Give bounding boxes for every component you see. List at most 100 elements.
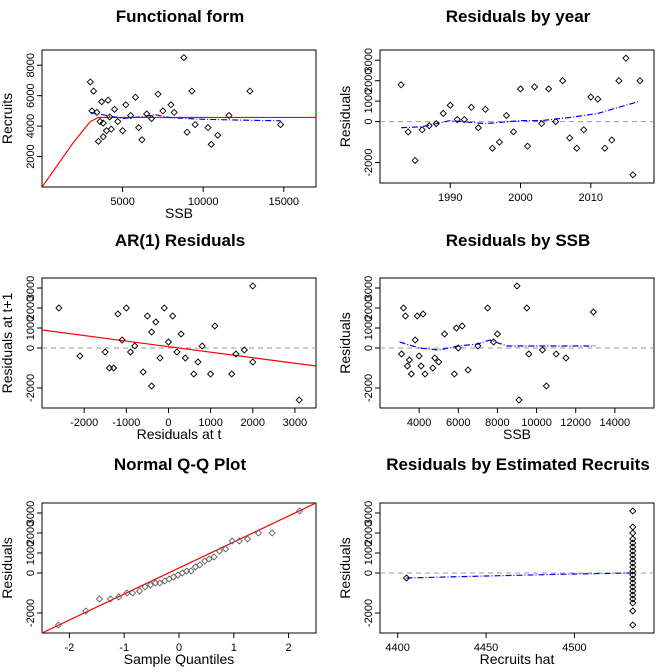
x-tick-label: 2010 — [579, 192, 603, 204]
data-point — [629, 563, 637, 571]
data-point — [138, 136, 146, 144]
y-tick-label: 2000 — [363, 296, 375, 320]
data-point — [450, 370, 459, 378]
data-point — [141, 583, 149, 591]
data-point — [147, 328, 156, 336]
data-point — [440, 330, 449, 338]
data-point — [484, 304, 492, 312]
x-axis-label: Recruits hat — [480, 651, 555, 667]
plot-frame — [379, 277, 655, 409]
plot-area — [380, 54, 654, 179]
y-tick-label: 2000 — [25, 296, 37, 320]
data-point — [114, 117, 122, 126]
data-point — [190, 370, 198, 378]
data-point — [629, 171, 637, 179]
chart-title: Residuals by SSB — [446, 231, 591, 250]
data-point — [221, 545, 230, 553]
y-tick-label: -2000 — [363, 599, 375, 627]
data-point — [164, 338, 173, 346]
data-point — [131, 93, 140, 101]
data-point — [403, 362, 412, 370]
y-tick-label: 1000 — [363, 89, 375, 113]
data-point — [106, 113, 114, 121]
data-point — [181, 354, 189, 362]
data-point — [418, 126, 426, 134]
x-tick-label: 10000 — [188, 196, 219, 208]
data-point — [601, 144, 609, 152]
data-point — [135, 587, 144, 595]
panel-p3: AR(1) Residuals-2000 -1000 0 1000 2000 3000-2… — [0, 231, 317, 442]
x-tick-label: 4400 — [385, 642, 409, 654]
data-point — [152, 318, 160, 326]
data-point — [474, 342, 482, 350]
data-point — [135, 123, 143, 132]
data-point — [206, 370, 215, 378]
x-axis-label: Sample Quantiles — [124, 651, 235, 667]
x-axis-label: Residuals at t — [137, 426, 222, 442]
y-axis-label: Residuals — [337, 537, 353, 598]
data-point — [419, 310, 427, 318]
data-point — [89, 87, 98, 95]
data-point — [636, 77, 644, 85]
data-point — [622, 54, 630, 62]
data-point — [207, 140, 215, 149]
y-tick-label: 3000 — [25, 276, 37, 300]
x-tick-label: 2000 — [508, 192, 532, 204]
data-point — [525, 350, 533, 358]
data-point — [228, 537, 236, 545]
data-point — [429, 364, 437, 372]
data-point — [82, 607, 90, 615]
data-point — [489, 338, 498, 346]
y-tick-label: 3000 — [363, 501, 375, 525]
panel-p1: Functional form 5000 10000 15000 2000 4000 600… — [0, 7, 317, 221]
data-point — [205, 555, 213, 563]
x-axis-label: SSB — [503, 426, 531, 442]
data-point — [139, 368, 147, 376]
data-point — [493, 330, 502, 338]
y-tick-label: 2000 — [363, 68, 375, 92]
y-tick-label: 6000 — [25, 83, 37, 107]
data-point — [106, 595, 115, 603]
data-point — [495, 138, 504, 146]
y-tick-label: -2000 — [363, 148, 375, 176]
data-point — [131, 342, 139, 350]
data-point — [55, 304, 63, 312]
data-point — [118, 127, 127, 135]
data-point — [225, 111, 233, 120]
data-point — [96, 117, 104, 126]
plot-frame — [379, 49, 655, 184]
data-point — [488, 144, 497, 152]
data-point — [566, 134, 574, 142]
data-point — [523, 304, 531, 312]
data-point — [160, 304, 168, 312]
data-point — [629, 547, 637, 555]
plot-area — [42, 53, 316, 187]
y-tick-label: 2000 — [363, 521, 375, 545]
x-tick-label: 10000 — [521, 417, 552, 429]
y-tick-label: 1000 — [25, 541, 37, 565]
chart-title: AR(1) Residuals — [115, 231, 245, 250]
x-tick-label: 4450 — [474, 642, 498, 654]
y-tick-label: -2000 — [25, 599, 37, 627]
chart-title: Normal Q-Q Plot — [114, 455, 247, 474]
data-point — [194, 358, 202, 366]
data-point — [417, 362, 425, 370]
y-tick-label: 2000 — [25, 521, 37, 545]
plot-area — [42, 503, 316, 633]
x-tick-label: -1000 — [112, 417, 140, 429]
data-point — [146, 581, 155, 589]
data-point — [210, 553, 218, 561]
y-tick-label: -2000 — [363, 374, 375, 402]
data-point — [235, 537, 243, 545]
chart-title: Functional form — [116, 7, 244, 26]
data-point — [211, 322, 219, 330]
data-point — [629, 621, 637, 629]
y-axis-label: Residuals — [337, 86, 353, 147]
data-point — [187, 567, 195, 575]
data-point — [629, 539, 637, 547]
data-point — [464, 366, 472, 374]
data-point — [97, 98, 106, 106]
data-point — [118, 336, 126, 344]
data-point — [629, 583, 637, 591]
data-point — [530, 83, 539, 91]
